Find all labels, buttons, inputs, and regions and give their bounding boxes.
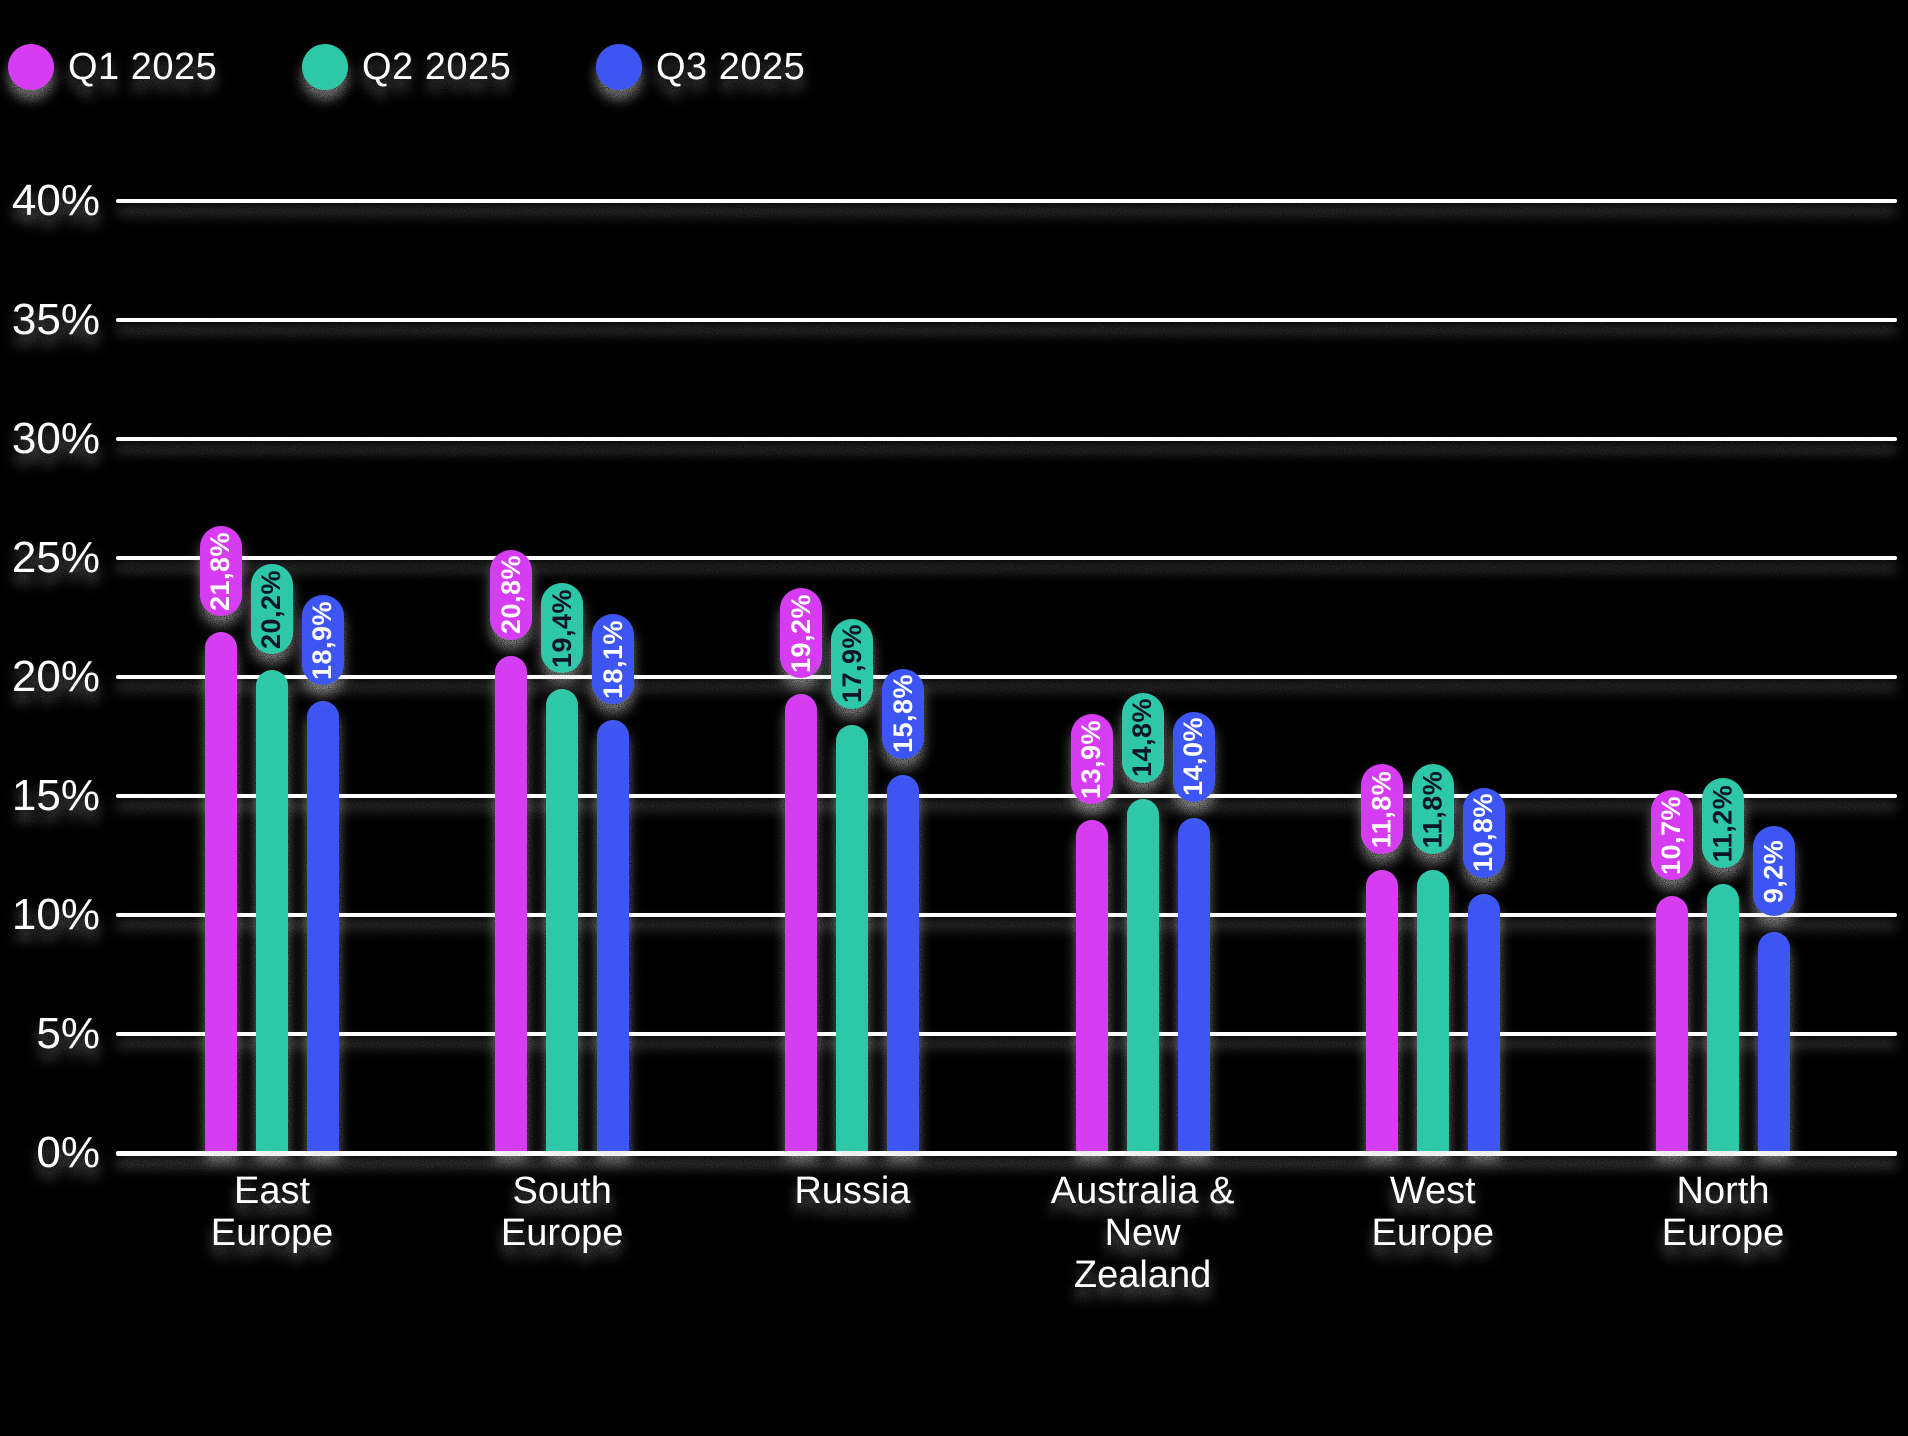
bar [1758,932,1790,1151]
y-tick-label: 30% [11,414,100,463]
legend-swatch-circle [596,44,642,90]
value-label: 11,2% [1707,784,1738,863]
legend-label: Q2 2025 [362,45,512,88]
bar [836,724,869,1151]
gridline [116,675,1897,679]
bar [597,720,630,1151]
y-axis-tick-row: 15% [0,770,1908,822]
gridline [116,199,1897,203]
gridline [116,437,1897,441]
legend-item: Q2 2025 [302,44,511,90]
value-pill: 10,8% [1462,787,1505,878]
bar [1126,798,1159,1151]
bar [1656,896,1688,1151]
x-axis-label: East Europe [210,1170,334,1254]
y-tick-label: 0% [36,1128,100,1177]
value-label: 20,8% [495,555,526,635]
value-pill: 19,2% [780,588,823,679]
legend-item: Q3 2025 [596,44,805,90]
value-pill: 19,4% [541,583,584,674]
value-label: 21,8% [205,531,236,611]
bar [1177,817,1210,1151]
value-label: 15,8% [887,674,918,754]
value-pill: 17,9% [831,618,874,709]
gridline [116,1032,1897,1036]
x-axis-label: Russia [794,1170,911,1212]
bar [1467,893,1500,1151]
bar [1707,884,1739,1151]
value-label: 11,8% [1366,770,1397,848]
bar [495,655,528,1151]
value-label: 10,8% [1468,793,1499,873]
value-label: 18,9% [307,600,338,680]
y-axis-tick-row: 35% [0,294,1908,346]
value-label: 17,9% [836,624,867,704]
bar [785,694,818,1151]
gridline [116,913,1897,917]
value-label: 19,4% [546,588,577,668]
y-tick-label: 40% [11,176,100,225]
value-pill: 21,8% [200,526,242,617]
y-tick-label: 35% [11,295,100,344]
bar [887,774,920,1151]
value-pill: 11,8% [1411,764,1454,855]
value-label: 14,8% [1127,698,1158,778]
value-pill: 18,1% [592,614,635,705]
legend-label: Q3 2025 [656,45,806,88]
y-axis-tick-row: 40% [0,175,1908,227]
value-pill: 10,7% [1651,790,1693,881]
value-label: 9,2% [1758,839,1789,903]
y-tick-label: 20% [11,652,100,701]
legend-swatch-circle [302,44,348,90]
y-axis-tick-row: 20% [0,651,1908,703]
value-label: 10,7% [1656,795,1687,875]
bar [205,632,237,1151]
bar [546,689,579,1151]
gridline [116,794,1897,798]
legend-swatch-circle [8,44,54,90]
y-axis-tick-row: 10% [0,889,1908,941]
value-label: 19,2% [785,593,816,673]
bar [256,670,288,1151]
legend-label: Q1 2025 [68,45,218,88]
gridline [116,318,1897,322]
y-tick-label: 15% [11,771,100,820]
value-pill: 9,2% [1753,826,1795,917]
gridline [116,556,1897,560]
y-tick-label: 25% [11,533,100,582]
value-pill: 11,8% [1360,764,1403,855]
value-pill: 20,2% [251,564,293,655]
y-axis-tick-row: 5% [0,1008,1908,1060]
y-axis-tick-row: 30% [0,413,1908,465]
value-pill: 11,2% [1702,778,1744,869]
value-label: 11,8% [1417,770,1448,848]
bar [1416,870,1449,1151]
y-tick-label: 10% [11,890,100,939]
x-axis-label: Australia & New Zealand [1050,1170,1235,1296]
value-pill: 14,0% [1172,711,1215,802]
value-pill: 14,8% [1121,692,1164,783]
x-axis-label: South Europe [500,1170,624,1254]
value-pill: 13,9% [1070,714,1113,805]
y-tick-label: 5% [36,1009,100,1058]
bar [1365,870,1398,1151]
value-pill: 20,8% [490,549,533,640]
value-label: 14,0% [1178,717,1209,797]
value-pill: 15,8% [882,668,925,759]
y-axis-tick-row: 25% [0,532,1908,584]
value-label: 13,9% [1076,719,1107,799]
x-axis-label: West Europe [1371,1170,1495,1254]
x-axis-baseline [116,1151,1897,1156]
bar [1075,820,1108,1151]
value-pill: 18,9% [302,595,344,686]
value-label: 18,1% [597,619,628,699]
bar [307,701,339,1151]
y-axis-tick-row: 0% [0,1127,1908,1179]
value-label: 20,2% [256,569,287,649]
x-axis-label: North Europe [1661,1170,1785,1254]
legend-item: Q1 2025 [8,44,217,90]
